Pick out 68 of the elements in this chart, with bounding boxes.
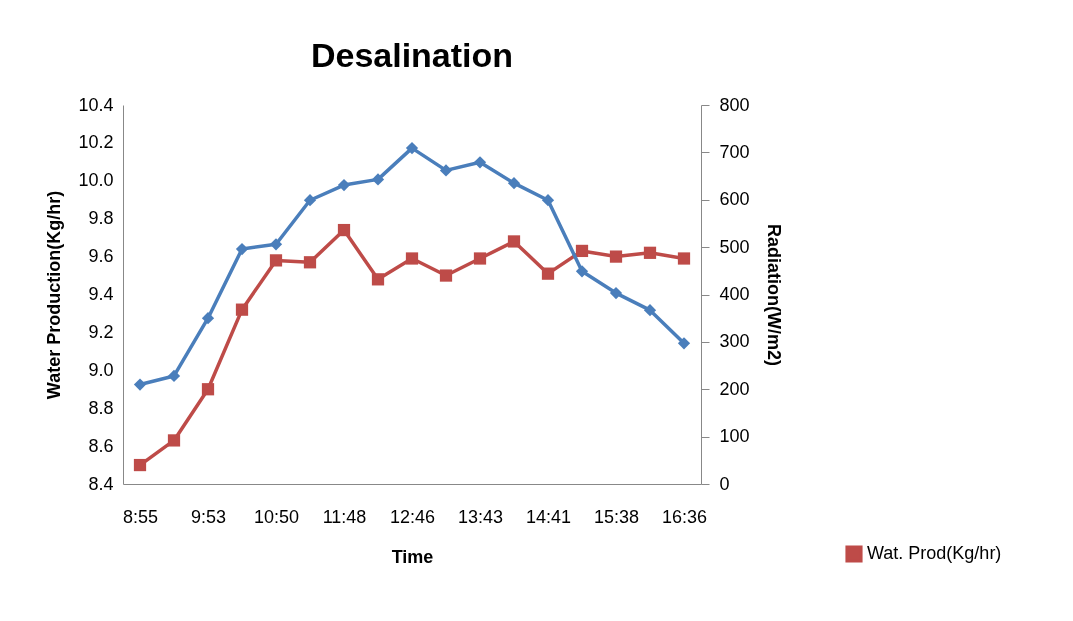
y2-tick-label: 300 bbox=[719, 331, 750, 352]
y2-tick-label: 800 bbox=[719, 94, 750, 115]
x-tick-label: 16:36 bbox=[661, 506, 708, 527]
x-tick-label: 13:43 bbox=[457, 506, 504, 527]
x-tick-label: 14:41 bbox=[525, 506, 572, 527]
y-tick-label: 8.8 bbox=[88, 397, 114, 418]
point bbox=[133, 378, 147, 391]
point bbox=[337, 223, 351, 237]
point bbox=[609, 250, 623, 263]
point bbox=[167, 369, 181, 383]
y-tick-label: 9.8 bbox=[88, 208, 114, 229]
point bbox=[507, 235, 521, 248]
y2-tick-label: 0 bbox=[719, 473, 730, 494]
y-tick-label: 9.2 bbox=[88, 321, 114, 342]
point bbox=[235, 242, 249, 256]
y-tick-label: 8.6 bbox=[88, 435, 114, 456]
point bbox=[439, 164, 453, 177]
x-tick-label: 15:38 bbox=[593, 506, 640, 527]
point bbox=[235, 303, 249, 316]
y-tick-label: 9.6 bbox=[88, 246, 114, 267]
y-tick-label: 9.4 bbox=[88, 284, 114, 304]
point bbox=[677, 337, 691, 350]
y2-tick-label: 400 bbox=[719, 284, 750, 304]
point bbox=[371, 273, 385, 286]
point bbox=[303, 194, 317, 207]
y2-axis-title: Radiation(W/m2) bbox=[763, 224, 784, 366]
point bbox=[405, 252, 419, 265]
point bbox=[643, 246, 657, 259]
point bbox=[473, 252, 487, 265]
point bbox=[201, 312, 215, 325]
y2-tick-label: 600 bbox=[719, 189, 750, 210]
y-tick-label: 8.4 bbox=[88, 473, 114, 494]
x-tick-label: 9:53 bbox=[190, 506, 227, 527]
point bbox=[269, 238, 283, 251]
point bbox=[337, 178, 351, 192]
point bbox=[575, 265, 589, 278]
y2-tick-label: 700 bbox=[719, 141, 750, 162]
y-tick-label: 10.2 bbox=[78, 132, 114, 153]
x-tick-label: 12:46 bbox=[389, 506, 436, 527]
y2-tick-label: 200 bbox=[719, 378, 750, 399]
point bbox=[541, 267, 555, 280]
x-tick-label: 10:50 bbox=[253, 506, 300, 527]
point bbox=[405, 141, 419, 155]
x-tick-label: 8:55 bbox=[122, 506, 159, 527]
y-tick-label: 10.0 bbox=[78, 170, 114, 191]
point bbox=[677, 252, 691, 265]
chart-title: Desalination bbox=[310, 36, 514, 74]
point bbox=[507, 177, 521, 190]
point bbox=[371, 173, 385, 186]
point bbox=[643, 304, 657, 317]
point bbox=[269, 254, 283, 267]
y2-tick-label: 500 bbox=[719, 236, 750, 257]
x-axis-title: Time bbox=[391, 546, 434, 567]
y-axis-title: Water Production(Kg/hr) bbox=[44, 190, 65, 400]
point bbox=[201, 383, 215, 396]
y-tick-label: 9.0 bbox=[88, 359, 114, 380]
point bbox=[439, 269, 453, 282]
point bbox=[575, 244, 589, 258]
legend-label: Wat. Prod(Kg/hr) bbox=[867, 543, 1002, 563]
point bbox=[167, 434, 181, 447]
point bbox=[133, 458, 147, 472]
point bbox=[473, 156, 487, 169]
point bbox=[303, 256, 317, 269]
x-tick-label: 11:48 bbox=[322, 506, 367, 527]
y-tick-label: 10.4 bbox=[78, 94, 114, 115]
point bbox=[541, 194, 555, 207]
y2-tick-label: 100 bbox=[719, 426, 750, 447]
point bbox=[609, 286, 623, 300]
